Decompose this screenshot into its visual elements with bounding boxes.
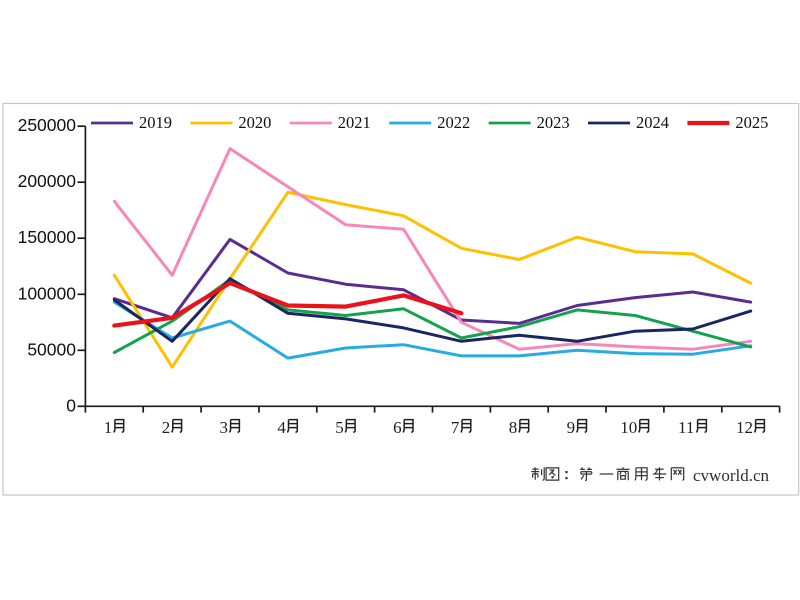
svg-text:6: 6 [393,418,402,437]
svg-text:2019: 2019 [139,113,172,132]
svg-text:100000: 100000 [18,283,77,303]
svg-text:3: 3 [220,418,229,437]
svg-text:0: 0 [66,395,76,415]
svg-text:1: 1 [104,418,113,437]
svg-text:2024: 2024 [636,113,669,132]
svg-text:250000: 250000 [18,115,77,135]
svg-text:11: 11 [678,418,694,437]
svg-text:4: 4 [277,418,286,437]
svg-text:7: 7 [451,418,460,437]
svg-text:8: 8 [509,418,518,437]
svg-text:2022: 2022 [437,113,470,132]
svg-text:2023: 2023 [537,113,570,132]
svg-text:50000: 50000 [27,339,76,359]
svg-text:200000: 200000 [18,171,77,191]
svg-text:cvworld.cn: cvworld.cn [693,466,770,485]
svg-text:2: 2 [162,418,171,437]
svg-text:2021: 2021 [338,113,371,132]
svg-text:12: 12 [736,418,753,437]
svg-text:2025: 2025 [735,113,768,132]
svg-text:5: 5 [335,418,344,437]
svg-text:10: 10 [620,418,637,437]
svg-text:150000: 150000 [18,227,77,247]
svg-text:9: 9 [567,418,576,437]
svg-text:2020: 2020 [238,113,271,132]
